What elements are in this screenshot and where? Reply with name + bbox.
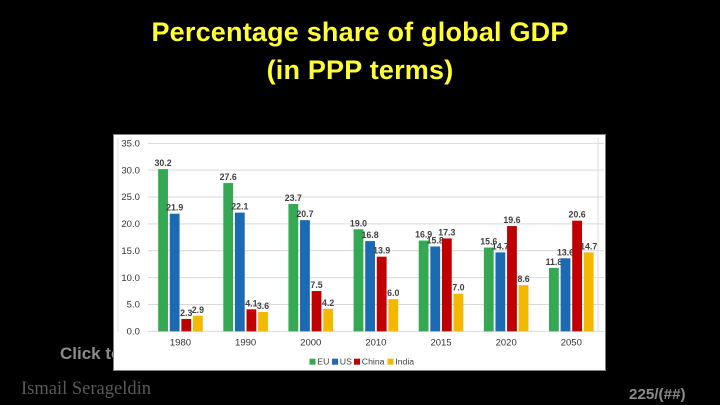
svg-text:30.0: 30.0 [121, 165, 140, 176]
svg-text:22.1: 22.1 [231, 202, 248, 212]
svg-text:23.7: 23.7 [285, 193, 302, 203]
svg-text:2050: 2050 [561, 337, 582, 348]
svg-text:1980: 1980 [170, 337, 191, 348]
svg-text:16.8: 16.8 [362, 230, 379, 240]
svg-text:13.6: 13.6 [557, 247, 574, 257]
svg-text:14.7: 14.7 [580, 241, 597, 251]
svg-text:19.6: 19.6 [503, 215, 520, 225]
svg-text:8.6: 8.6 [517, 274, 529, 284]
svg-text:2015: 2015 [430, 337, 451, 348]
svg-text:0.0: 0.0 [127, 327, 140, 338]
svg-text:19.0: 19.0 [350, 218, 367, 228]
svg-text:7.0: 7.0 [452, 283, 464, 293]
svg-text:15.0: 15.0 [121, 246, 140, 257]
svg-text:India: India [395, 357, 414, 367]
svg-text:20.7: 20.7 [296, 209, 313, 219]
svg-text:2020: 2020 [496, 337, 517, 348]
svg-text:4.2: 4.2 [322, 298, 334, 308]
svg-text:35.0: 35.0 [121, 139, 140, 150]
svg-text:7.5: 7.5 [310, 280, 322, 290]
svg-text:20.6: 20.6 [569, 210, 586, 220]
svg-text:17.3: 17.3 [438, 227, 455, 237]
svg-text:1990: 1990 [235, 337, 256, 348]
svg-text:30.2: 30.2 [155, 158, 172, 168]
svg-text:2000: 2000 [300, 337, 321, 348]
svg-text:25.0: 25.0 [121, 192, 140, 203]
svg-text:China: China [362, 357, 385, 367]
svg-text:21.9: 21.9 [166, 203, 183, 213]
svg-text:2.3: 2.3 [180, 308, 192, 318]
svg-text:11.8: 11.8 [546, 257, 563, 267]
svg-text:20.0: 20.0 [121, 219, 140, 230]
svg-text:US: US [340, 357, 352, 367]
svg-text:EU: EU [317, 357, 329, 367]
svg-text:5.0: 5.0 [127, 300, 140, 311]
svg-text:14.7: 14.7 [492, 241, 509, 251]
svg-text:13.9: 13.9 [373, 246, 390, 256]
svg-text:2010: 2010 [365, 337, 386, 348]
svg-text:4.1: 4.1 [245, 298, 257, 308]
svg-text:6.0: 6.0 [387, 288, 399, 298]
svg-text:3.6: 3.6 [257, 301, 269, 311]
svg-text:2.9: 2.9 [192, 305, 204, 315]
svg-text:27.6: 27.6 [220, 172, 237, 182]
svg-text:10.0: 10.0 [121, 273, 140, 284]
